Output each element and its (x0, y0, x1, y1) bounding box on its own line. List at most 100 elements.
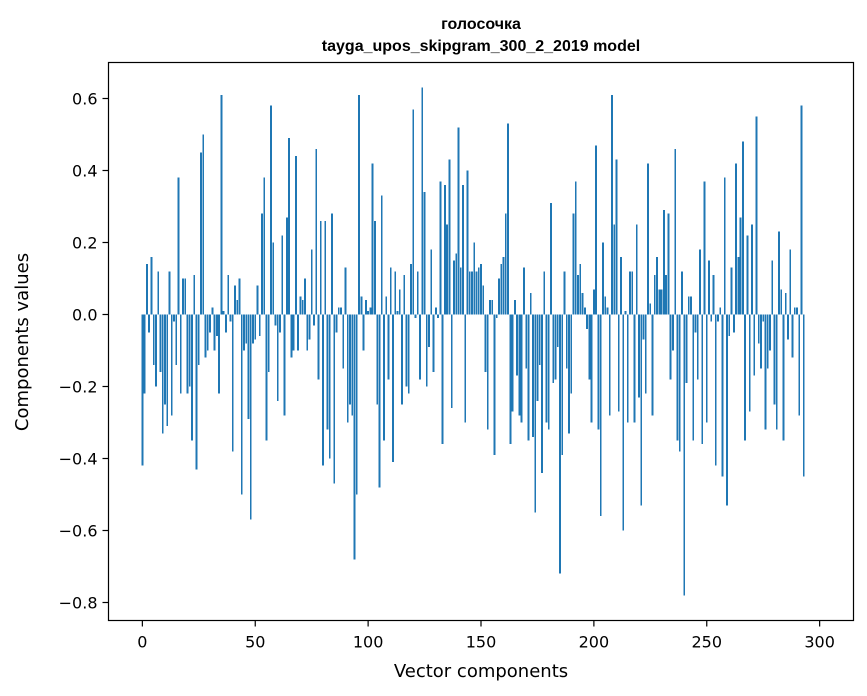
bar (656, 256, 658, 315)
bar (437, 314, 440, 319)
bar (568, 314, 570, 434)
x-tick-label: 300 (804, 633, 835, 652)
bar (423, 192, 426, 315)
bar (640, 314, 643, 506)
bar (701, 314, 704, 445)
bar (317, 314, 320, 380)
bar (179, 314, 182, 394)
bar (491, 300, 494, 315)
bar (791, 314, 794, 358)
bar (450, 314, 453, 409)
bar (322, 314, 324, 466)
bar (279, 314, 281, 333)
bar (730, 267, 733, 315)
bar (662, 210, 665, 315)
bar (301, 300, 304, 315)
bar (753, 314, 756, 376)
bar (398, 289, 401, 315)
bar (236, 300, 239, 315)
y-axis-ticks: −0.8 −0.6 −0.4 −0.2 0.0 0.2 0.4 0.6 (59, 90, 109, 613)
bar (364, 300, 367, 315)
bar (173, 314, 175, 322)
bar (507, 123, 509, 315)
bar (784, 292, 787, 315)
bar (710, 314, 713, 322)
bar (498, 278, 500, 315)
x-tick-label: 150 (466, 633, 497, 652)
bar (448, 159, 451, 315)
bar (746, 235, 749, 315)
bar (446, 224, 449, 315)
bar (685, 314, 688, 383)
bar (358, 94, 360, 315)
bar (764, 314, 767, 430)
bar (787, 314, 789, 340)
bar (683, 314, 686, 596)
bar (712, 274, 715, 315)
bar (586, 314, 589, 329)
bar (513, 300, 516, 315)
bar (161, 314, 164, 434)
bar (308, 314, 311, 340)
x-tick-label: 250 (691, 633, 722, 652)
bar (263, 177, 266, 315)
bar (304, 278, 306, 315)
bar (441, 314, 444, 445)
x-axis-label: Vector components (394, 661, 568, 682)
bar (525, 314, 528, 369)
bar (538, 314, 541, 365)
bar (256, 285, 259, 315)
bar (739, 217, 742, 315)
bar (245, 314, 248, 344)
bar (186, 314, 189, 394)
bar (651, 314, 654, 416)
bar (660, 289, 663, 315)
bar (717, 314, 719, 322)
bar (676, 314, 679, 441)
bar (425, 314, 428, 387)
bar (493, 314, 496, 455)
bar (360, 296, 363, 315)
bar (346, 314, 349, 423)
bar (572, 213, 575, 315)
bar (155, 314, 157, 387)
bar (443, 184, 446, 315)
bar (631, 271, 634, 315)
bar (419, 314, 421, 380)
bar (270, 105, 272, 315)
bar (369, 307, 372, 315)
bar (159, 314, 162, 373)
bar (349, 314, 351, 405)
bar (611, 94, 613, 315)
bar (324, 220, 327, 315)
bar (617, 314, 620, 412)
bar (608, 314, 611, 416)
y-tick-label: 0.2 (72, 234, 97, 253)
bar (383, 314, 385, 441)
bar (247, 314, 250, 419)
y-tick-label: −0.4 (59, 450, 98, 469)
bar (457, 127, 460, 315)
bar (319, 220, 322, 315)
bar (597, 314, 600, 430)
y-tick-label: −0.6 (59, 522, 98, 541)
bar (141, 314, 144, 466)
bar (297, 314, 300, 351)
chart-subtitle: tayga_upos_skipgram_300_2_2019 model (322, 38, 640, 55)
bar (267, 314, 270, 373)
bar (428, 314, 430, 347)
bar (500, 264, 503, 315)
bar (209, 314, 211, 333)
bar (671, 314, 674, 351)
bar (741, 141, 744, 315)
bar (380, 195, 383, 315)
bar (644, 314, 647, 394)
y-axis-label: Components values (12, 253, 33, 431)
bar (480, 264, 482, 315)
bar (599, 314, 602, 517)
bar (177, 177, 180, 315)
x-tick-label: 50 (245, 633, 265, 652)
bar (570, 314, 573, 394)
bar (283, 314, 286, 416)
x-tick-label: 200 (579, 633, 610, 652)
